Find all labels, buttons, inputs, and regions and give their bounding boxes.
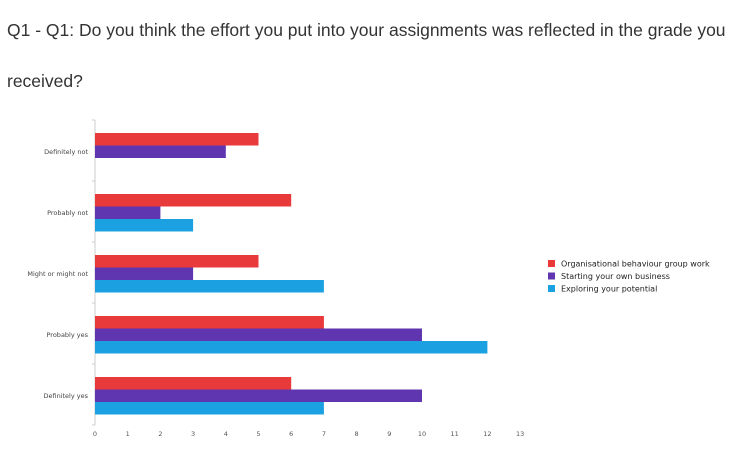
bar: [95, 280, 324, 293]
category-label: Probably yes: [47, 331, 89, 339]
bar: [95, 341, 488, 354]
bar: [95, 402, 324, 415]
x-tick-label: 10: [418, 430, 426, 438]
bar: [95, 267, 194, 280]
bar: [95, 316, 324, 329]
chart-title: Q1 - Q1: Do you think the effort you put…: [7, 20, 726, 91]
x-tick-label: 6: [289, 430, 293, 438]
x-tick-label: 5: [256, 430, 260, 438]
bar: [95, 133, 259, 146]
x-tick-label: 8: [355, 430, 359, 438]
x-tick-label: 13: [516, 430, 524, 438]
x-tick-label: 3: [191, 430, 195, 438]
chart-bars: [95, 133, 488, 415]
x-tick-label: 0: [93, 430, 97, 438]
legend-swatch: [548, 272, 555, 280]
category-label: Definitely yes: [43, 392, 88, 400]
bar: [95, 328, 422, 341]
legend-swatch: [548, 260, 555, 267]
x-tick-label: 9: [387, 430, 391, 438]
bar: [95, 145, 226, 158]
x-tick-labels: 0 1 2 3 4 5 6 7 8 9 10 11 12 13: [93, 430, 524, 438]
bar: [95, 255, 259, 268]
x-tick-label: 4: [224, 430, 228, 438]
legend-swatch: [548, 285, 555, 292]
bar: [95, 377, 292, 390]
chart-legend: Organisational behaviour group work Start…: [548, 260, 710, 294]
legend-label: Exploring your potential: [561, 285, 657, 294]
chart-axes: [92, 119, 96, 426]
category-label: Probably not: [47, 209, 88, 217]
category-label: Might or might not: [27, 270, 88, 278]
x-tick-label: 7: [322, 430, 326, 438]
category-labels: Definitely not Probably not Might or might…: [27, 148, 88, 400]
x-tick-label: 2: [158, 430, 162, 438]
legend-label: Organisational behaviour group work: [561, 260, 710, 269]
bar: [95, 206, 161, 219]
x-tick-label: 1: [126, 430, 130, 438]
x-tick-label: 12: [483, 430, 491, 438]
bar: [95, 194, 292, 207]
category-label: Definitely not: [44, 148, 88, 156]
x-tick-label: 11: [451, 430, 459, 438]
legend-label: Starting your own business: [561, 272, 670, 281]
bar: [95, 389, 422, 402]
bar: [95, 219, 194, 232]
